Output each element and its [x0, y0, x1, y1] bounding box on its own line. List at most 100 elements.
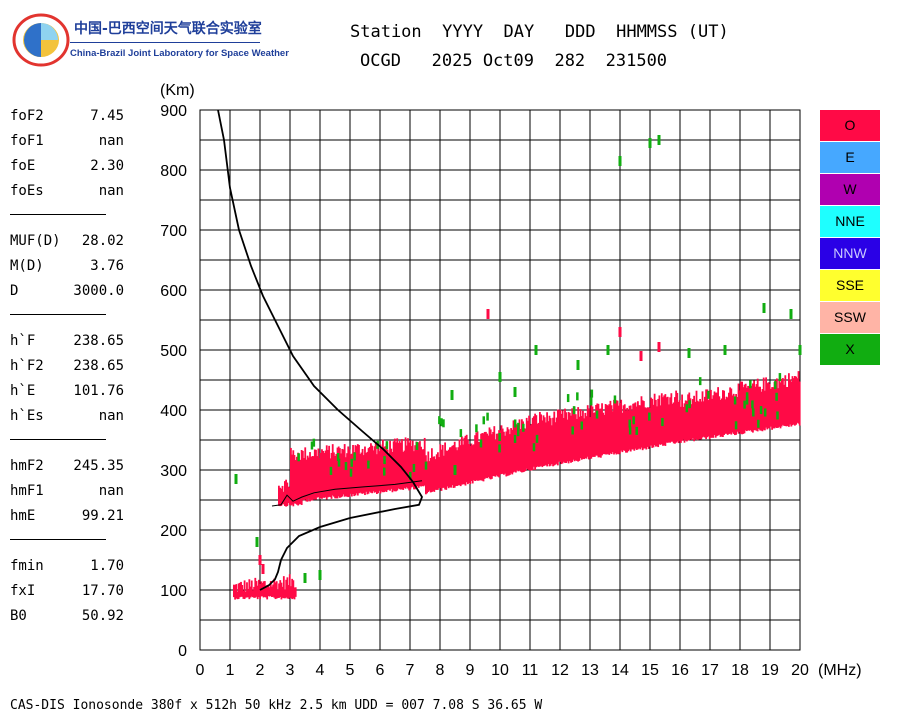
- trace-mark-o: [294, 460, 297, 503]
- trace-mark-o: [672, 402, 675, 444]
- trace-mark-o: [784, 375, 787, 427]
- trace-mark-o: [785, 386, 788, 427]
- trace-mark-o: [765, 377, 767, 428]
- trace-mark-o: [506, 427, 509, 476]
- trace-mark-o: [481, 433, 484, 481]
- x-tick-label: 10: [491, 662, 509, 679]
- param-name: B0: [10, 608, 27, 624]
- trace-mark-o: [316, 456, 319, 498]
- trace-mark-x: [498, 372, 502, 382]
- legend-item-o: O: [820, 110, 880, 141]
- trace-mark-o: [500, 425, 503, 475]
- trace-mark-o: [687, 394, 689, 441]
- trace-mark-o: [252, 590, 254, 598]
- trace-mark-o: [290, 586, 292, 599]
- y-tick-label: 800: [160, 163, 187, 180]
- trace-mark-o: [356, 444, 359, 496]
- trace-mark-o: [331, 444, 334, 496]
- trace-mark-o: [311, 456, 314, 501]
- trace-mark-o: [705, 389, 707, 440]
- trace-mark-o: [539, 411, 541, 467]
- trace-mark-x: [350, 458, 353, 467]
- trace-mark-o: [782, 378, 784, 425]
- param-value: 238.65: [73, 333, 124, 349]
- trace-mark-o: [593, 412, 596, 457]
- trace-mark-o: [416, 448, 419, 487]
- trace-mark-o: [729, 387, 731, 434]
- trace-mark-x: [383, 456, 386, 465]
- trace-mark-o: [287, 486, 290, 504]
- trace-mark-o: [616, 400, 619, 454]
- trace-mark-o: [549, 418, 552, 466]
- trace-mark-x: [498, 433, 501, 442]
- trace-mark-o: [305, 459, 308, 502]
- y-tick-label: 100: [160, 583, 187, 600]
- trace-mark-o: [458, 439, 461, 486]
- trace-mark-o: [346, 453, 348, 497]
- trace-mark-x: [513, 434, 517, 443]
- param-value: 2.30: [90, 158, 124, 174]
- trace-mark-o: [607, 405, 609, 454]
- y-axis-label: (Km): [160, 82, 195, 99]
- trace-mark-o: [261, 564, 265, 574]
- trace-mark-o: [615, 400, 618, 455]
- trace-mark-o: [288, 574, 291, 598]
- trace-mark-o: [634, 402, 637, 449]
- trace-mark-o: [354, 445, 357, 496]
- trace-mark-x: [450, 390, 454, 400]
- trace-mark-o: [579, 409, 582, 459]
- trace-mark-o: [682, 406, 685, 440]
- trace-mark-o: [278, 485, 280, 506]
- trace-mark-o: [393, 438, 396, 492]
- trace-mark-o: [732, 393, 735, 434]
- trace-mark-o: [391, 451, 394, 493]
- trace-mark-o: [761, 389, 764, 432]
- trace-mark-o: [348, 449, 351, 497]
- trace-mark-o: [318, 458, 321, 499]
- trace-mark-o: [792, 378, 795, 425]
- trace-mark-x: [535, 434, 539, 443]
- trace-mark-o: [238, 582, 241, 598]
- trace-mark-o: [724, 399, 727, 434]
- trace-mark-o: [342, 449, 345, 495]
- trace-mark-o: [566, 419, 569, 462]
- trace-mark-o: [565, 412, 568, 463]
- trace-curve: [271, 480, 423, 507]
- trace-mark-o: [441, 444, 444, 488]
- trace-mark-x: [595, 410, 599, 419]
- trace-mark-x: [613, 395, 617, 404]
- x-tick-label: 12: [551, 662, 569, 679]
- trace-mark-o: [370, 443, 372, 493]
- y-tick-label: 300: [160, 463, 187, 480]
- trace-mark-o: [674, 397, 676, 444]
- trace-mark-o: [449, 447, 451, 488]
- param-name: foEs: [10, 183, 44, 199]
- trace-mark-o: [737, 383, 740, 434]
- param-row: h`E 101.76: [10, 383, 130, 403]
- trace-mark-o: [477, 442, 480, 481]
- trace-mark-o: [376, 454, 378, 495]
- trace-mark-o: [280, 582, 283, 600]
- param-value: 238.65: [73, 358, 124, 374]
- trace-mark-o: [435, 454, 438, 490]
- trace-mark-o: [275, 581, 278, 599]
- trace-mark-x: [513, 419, 517, 428]
- trace-mark-x: [424, 461, 428, 470]
- trace-mark-o: [467, 439, 469, 485]
- trace-mark-o: [568, 412, 571, 462]
- trace-mark-o: [327, 449, 329, 498]
- trace-mark-o: [425, 455, 427, 495]
- param-row: fxI 17.70: [10, 583, 130, 603]
- trace-mark-o: [783, 384, 785, 426]
- trace-mark-o: [440, 449, 443, 491]
- trace-mark-o: [699, 398, 701, 440]
- trace-mark-x: [532, 443, 536, 452]
- trace-mark-o: [446, 450, 449, 487]
- trace-mark-x: [415, 441, 419, 450]
- trace-mark-o: [284, 481, 286, 506]
- param-name: h`E: [10, 383, 36, 399]
- param-row: fmin 1.70: [10, 558, 130, 578]
- trace-mark-o: [714, 392, 717, 438]
- trace-mark-o: [464, 435, 467, 486]
- trace-mark-o: [640, 396, 643, 448]
